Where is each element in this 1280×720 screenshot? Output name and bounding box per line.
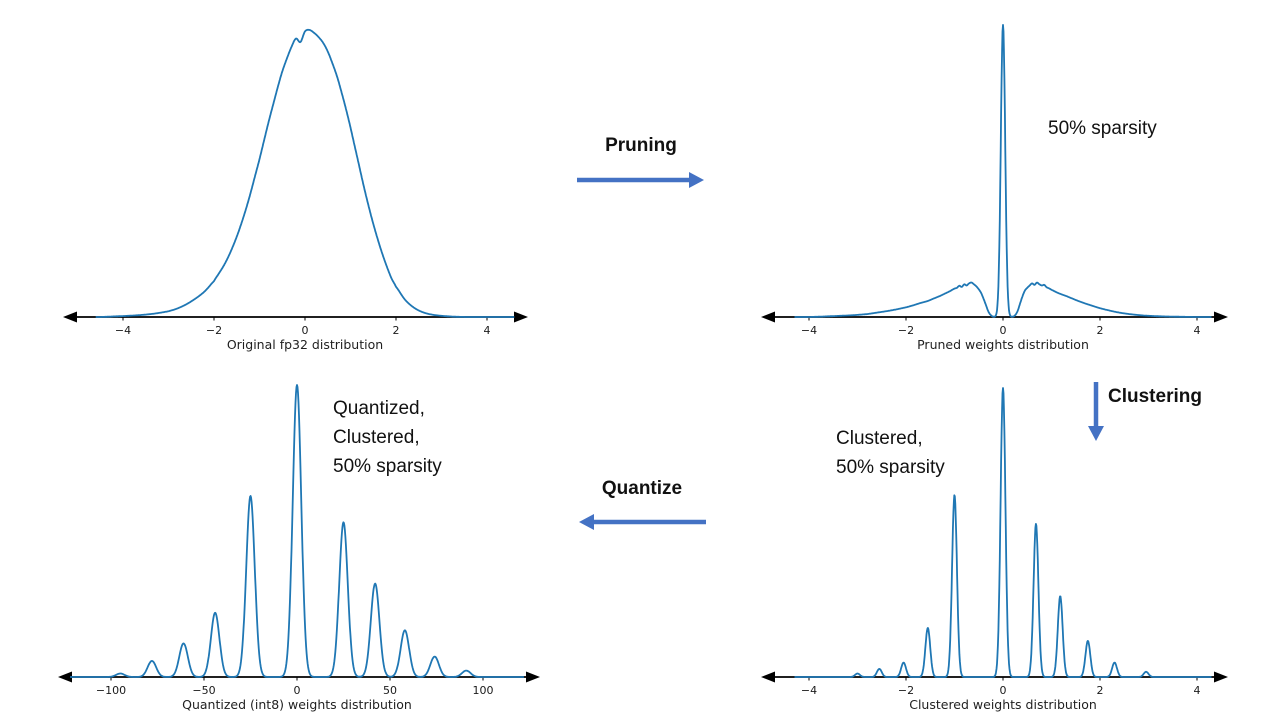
chart-title-clustered: Clustered weights distribution	[909, 697, 1097, 712]
tick-label: 0	[1000, 324, 1007, 337]
quantize-arrow-icon	[579, 514, 706, 530]
tick-label: 2	[1097, 324, 1104, 337]
axis-arrowhead-right	[514, 311, 528, 323]
chart-quantized-weights: −100 −50 0 50 100 Quantized (int8) weights d…	[55, 368, 555, 720]
axis-arrowhead-left	[58, 671, 72, 683]
tick-label: 0	[1000, 684, 1007, 697]
tick-label: −4	[801, 684, 817, 697]
axis-arrowhead-left	[63, 311, 77, 323]
chart-pruned-weights: −4 −2 0 2 4 Pruned weights distribution	[760, 8, 1270, 360]
chart-title-original: Original fp32 distribution	[226, 337, 384, 352]
pruned-distribution-plot: −4 −2 0 2 4	[761, 24, 1228, 337]
tick-label: 4	[1194, 324, 1201, 337]
tick-label: −50	[192, 684, 215, 697]
pruning-label: Pruning	[605, 135, 677, 156]
tick-label: −2	[898, 324, 914, 337]
annotation-quantized-clustered-sparsity: Quantized, Clustered, 50% sparsity	[333, 398, 442, 477]
original-distribution-plot: −4 −2 0 2 4	[63, 28, 528, 337]
tick-label: −2	[206, 324, 222, 337]
chart-clustered-weights: −4 −2 0 2 4 Clustered weights distribution	[760, 368, 1270, 720]
axis-arrowhead-right	[1214, 671, 1228, 683]
tick-label: −100	[96, 684, 126, 697]
clustering-arrow-icon	[1088, 382, 1104, 441]
clustering-label: Clustering	[1108, 386, 1202, 407]
tick-label: 0	[294, 684, 301, 697]
clustered-distribution-plot: −4 −2 0 2 4	[761, 387, 1228, 697]
axis-arrowhead-left	[761, 671, 775, 683]
axis-arrowhead-left	[761, 311, 775, 323]
tick-label: 4	[484, 324, 491, 337]
distribution-curve	[69, 384, 525, 678]
tick-label: −4	[115, 324, 131, 337]
distribution-curve	[794, 24, 1212, 318]
chart-original-fp32: −4 −2 0 2 4 Original fp32 distribution	[60, 8, 560, 360]
tick-label: −2	[898, 684, 914, 697]
annotation-clustered-sparsity: Clustered, 50% sparsity	[836, 428, 945, 478]
distribution-curve	[794, 387, 1212, 678]
distribution-curve	[95, 28, 515, 318]
tick-label: 4	[1194, 684, 1201, 697]
tick-label: 0	[302, 324, 309, 337]
quantized-distribution-plot: −100 −50 0 50 100	[58, 384, 540, 697]
tick-label: 50	[383, 684, 397, 697]
chart-title-pruned: Pruned weights distribution	[917, 337, 1089, 352]
chart-title-quantized: Quantized (int8) weights distribution	[182, 697, 412, 712]
tick-label: 2	[393, 324, 400, 337]
axis-arrowhead-right	[526, 671, 540, 683]
pruning-arrow-icon	[577, 172, 704, 188]
tick-label: 100	[473, 684, 494, 697]
axis-arrowhead-right	[1214, 311, 1228, 323]
tick-label: −4	[801, 324, 817, 337]
annotation-50-sparsity: 50% sparsity	[1048, 118, 1157, 139]
tick-label: 2	[1097, 684, 1104, 697]
quantize-label: Quantize	[601, 478, 683, 499]
